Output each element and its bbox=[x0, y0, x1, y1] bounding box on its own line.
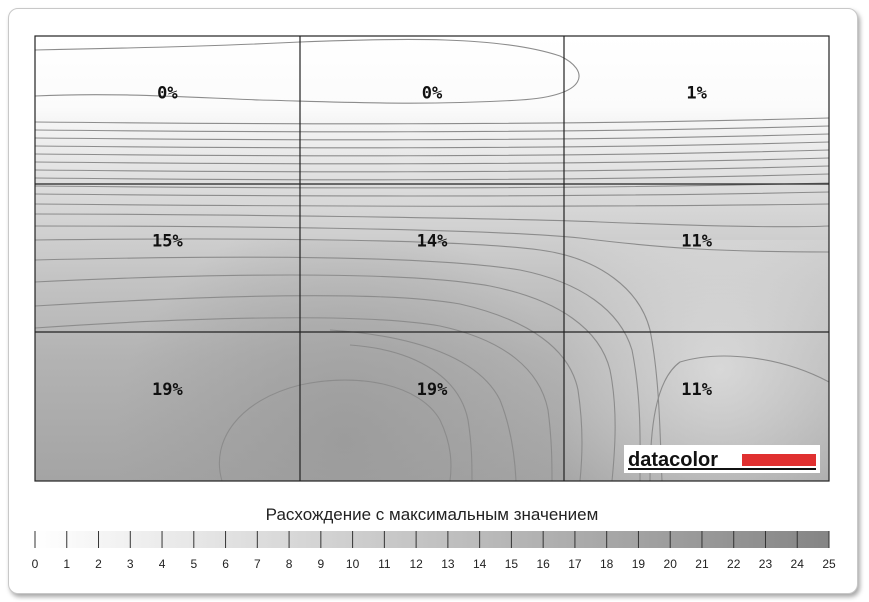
scale-tick-label: 21 bbox=[695, 557, 709, 571]
scale-tick-label: 20 bbox=[664, 557, 678, 571]
contour-line bbox=[218, 379, 452, 482]
contour-line bbox=[34, 317, 553, 482]
contour-line bbox=[34, 238, 663, 482]
contour-line bbox=[34, 213, 830, 228]
contour-line bbox=[34, 203, 830, 207]
scale-tick-label: 18 bbox=[600, 557, 614, 571]
cell-label-r0-c2: 1% bbox=[686, 83, 707, 103]
scale-tick-label: 4 bbox=[159, 557, 166, 571]
scale-tick-label: 24 bbox=[791, 557, 805, 571]
scale-tick-label: 17 bbox=[568, 557, 582, 571]
scale-tick-label: 16 bbox=[536, 557, 550, 571]
scale-tick-label: 13 bbox=[441, 557, 455, 571]
scale-tick-label: 22 bbox=[727, 557, 741, 571]
cell-label-r1-c0: 15% bbox=[152, 232, 183, 252]
scale-tick-label: 6 bbox=[222, 557, 229, 571]
cell-label-r0-c1: 0% bbox=[422, 83, 443, 103]
scale-title: Расхождение с максимальным значением bbox=[266, 505, 599, 524]
contour-line bbox=[329, 329, 517, 482]
contour-line bbox=[34, 274, 616, 482]
contour-line bbox=[34, 133, 830, 141]
heatmap-field bbox=[35, 36, 829, 481]
heatmap-light-region bbox=[565, 240, 829, 481]
scale-ticks bbox=[34, 531, 830, 548]
cell-label-r2-c2: 11% bbox=[681, 380, 712, 400]
logo-text: datacolor bbox=[628, 449, 718, 471]
grid bbox=[34, 35, 830, 482]
scale-tick-label: 10 bbox=[346, 557, 360, 571]
contour-line bbox=[649, 355, 830, 482]
logo-red-bar bbox=[742, 454, 816, 466]
contour-line bbox=[34, 117, 830, 125]
contour-line bbox=[34, 165, 830, 173]
scale-tick-label: 2 bbox=[95, 557, 102, 571]
contour-line bbox=[34, 191, 830, 197]
contour-line bbox=[34, 141, 830, 149]
scale-tick-label: 5 bbox=[190, 557, 197, 571]
scale-bar bbox=[35, 531, 829, 548]
cell-label-r1-c2: 11% bbox=[681, 232, 712, 252]
contour-lines bbox=[34, 38, 830, 482]
contour-line bbox=[34, 157, 830, 165]
scale-tick-label: 12 bbox=[409, 557, 423, 571]
color-scale: 0 1 2 3 4 5 6 7 8 9 10 11 12 13 14 15 16 17 18 19 20 21 22 23 24… bbox=[32, 531, 836, 571]
scale-tick-label: 23 bbox=[759, 557, 773, 571]
scale-tick-label: 7 bbox=[254, 557, 261, 571]
scale-tick-label: 0 bbox=[32, 557, 39, 571]
cell-labels: 0% 0% 1% 15% 14% 11% 19% 19% 11% bbox=[152, 83, 713, 400]
contour-line bbox=[34, 173, 830, 181]
cell-label-r0-c0: 0% bbox=[157, 83, 178, 103]
datacolor-logo: datacolor bbox=[624, 445, 820, 473]
cell-label-r1-c1: 14% bbox=[417, 232, 448, 252]
scale-tick-label: 14 bbox=[473, 557, 487, 571]
contour-line bbox=[34, 125, 830, 133]
contour-line bbox=[34, 225, 830, 253]
scale-tick-label: 3 bbox=[127, 557, 134, 571]
scale-tick-label: 15 bbox=[505, 557, 519, 571]
scale-tick-label: 9 bbox=[317, 557, 324, 571]
contour-line bbox=[34, 182, 830, 189]
contour-line bbox=[34, 256, 641, 482]
cell-label-r2-c1: 19% bbox=[417, 380, 448, 400]
grid-border bbox=[34, 35, 830, 482]
contour-line bbox=[34, 295, 583, 482]
scale-tick-label: 8 bbox=[286, 557, 293, 571]
scale-tick-label: 11 bbox=[378, 557, 391, 571]
scale-tick-label: 19 bbox=[632, 557, 646, 571]
scale-tick-label: 25 bbox=[822, 557, 836, 571]
contour-line bbox=[349, 344, 473, 482]
contour-line bbox=[34, 38, 580, 104]
contour-line bbox=[34, 149, 830, 157]
cell-label-r2-c0: 19% bbox=[152, 380, 183, 400]
heatmap-dark-region bbox=[35, 240, 575, 481]
scale-tick-label: 1 bbox=[63, 557, 70, 571]
scale-labels: 0 1 2 3 4 5 6 7 8 9 10 11 12 13 14 15 16 17 18 19 20 21 22 23 24… bbox=[32, 557, 836, 571]
